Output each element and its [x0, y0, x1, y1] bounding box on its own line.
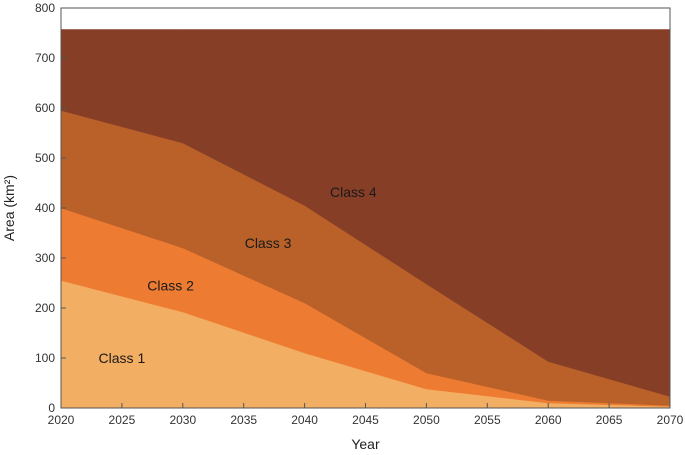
y-tick-label: 300 [35, 251, 55, 265]
axes: 2020 2025 2030 2035 2040 2045 2050 2055 2060 2065… [35, 1, 684, 427]
area-label-class-4: Class 4 [330, 184, 377, 200]
x-tick-label: 2065 [596, 413, 623, 427]
y-tick-label: 700 [35, 51, 55, 65]
y-tick-label: 500 [35, 151, 55, 165]
y-tick-label: 600 [35, 101, 55, 115]
x-tick-label: 2050 [413, 413, 440, 427]
x-tick-label: 2055 [474, 413, 501, 427]
x-tick-label: 2040 [291, 413, 318, 427]
x-tick-label: 2060 [535, 413, 562, 427]
x-tick-label: 2070 [657, 413, 684, 427]
area-layer [60, 29, 671, 409]
area-labels: Class 1 Class 2 Class 3 Class 4 [99, 184, 377, 366]
x-tick-label: 2030 [169, 413, 196, 427]
area-label-class-1: Class 1 [99, 350, 146, 366]
area-label-class-3: Class 3 [245, 235, 292, 251]
y-tick-label: 800 [35, 1, 55, 15]
y-tick-label: 200 [35, 301, 55, 315]
x-tick-label: 2020 [48, 413, 75, 427]
y-tick-label: 400 [35, 201, 55, 215]
y-axis-title: Area (km²) [1, 175, 17, 241]
y-tick-label: 100 [35, 351, 55, 365]
x-tick-label: 2045 [352, 413, 379, 427]
x-tick-label: 2025 [109, 413, 136, 427]
x-axis-title: Year [351, 436, 380, 452]
y-tick-label: 0 [48, 401, 55, 415]
area-label-class-2: Class 2 [147, 278, 194, 294]
x-tick-label: 2035 [230, 413, 257, 427]
